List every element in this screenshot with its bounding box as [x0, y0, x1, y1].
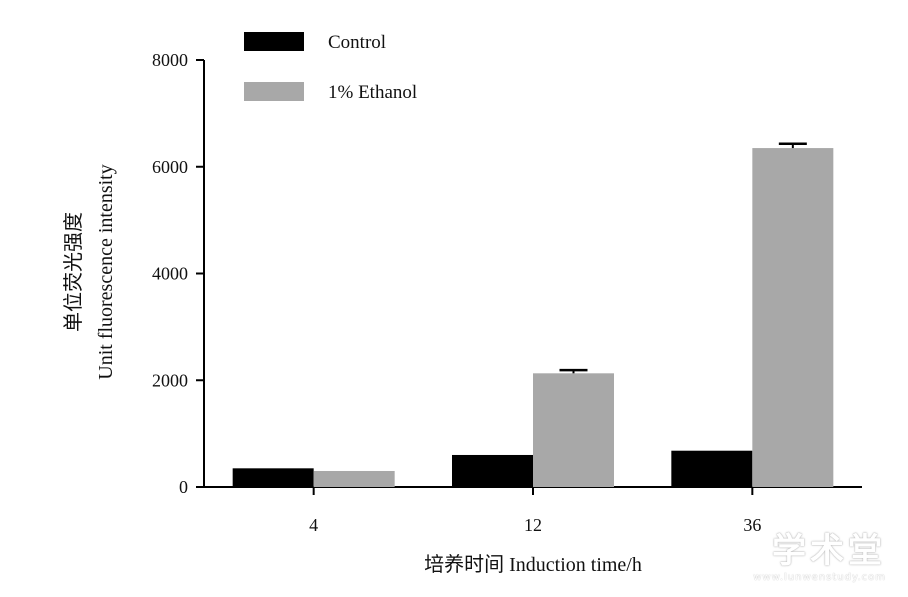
bar-control-36 [671, 450, 753, 487]
x-tick-label: 4 [309, 515, 318, 535]
error-bars [559, 142, 807, 374]
bar-ethanol-12 [533, 373, 614, 487]
watermark-url: www.lunwenstudy.com [753, 572, 886, 583]
legend-swatch-ethanol [244, 82, 304, 101]
x-tick-label: 36 [743, 515, 761, 535]
y-tick-label: 2000 [152, 370, 188, 390]
y-axis-ticks: 0 2000 4000 6000 8000 [152, 50, 204, 497]
bars [232, 148, 834, 487]
bar-control-12 [452, 454, 533, 487]
watermark-logo: 学术堂 www.lunwenstudy.com [753, 523, 886, 583]
legend-label-control: Control [328, 32, 386, 53]
x-axis-ticks: 4 12 36 [309, 487, 761, 535]
bar-control-4 [232, 468, 314, 487]
bar-ethanol-36 [752, 148, 834, 487]
y-tick-label: 0 [179, 477, 188, 497]
y-axis-title-english: Unit fluorescence intensity [95, 164, 117, 380]
y-axis-title-chinese: 单位荧光强度 [62, 212, 85, 332]
watermark-text: 学术堂 [772, 531, 886, 571]
y-tick-label: 8000 [152, 50, 188, 70]
bar-ethanol-4 [313, 470, 395, 487]
legend-swatch-control [244, 32, 304, 51]
x-tick-label: 12 [524, 515, 542, 535]
legend-label-ethanol: 1% Ethanol [328, 82, 417, 103]
x-axis-title: 培养时间 Induction time/h [424, 553, 642, 576]
y-tick-label: 6000 [152, 157, 188, 177]
y-tick-label: 4000 [152, 264, 188, 284]
legend: Control 1% Ethanol [244, 32, 417, 103]
